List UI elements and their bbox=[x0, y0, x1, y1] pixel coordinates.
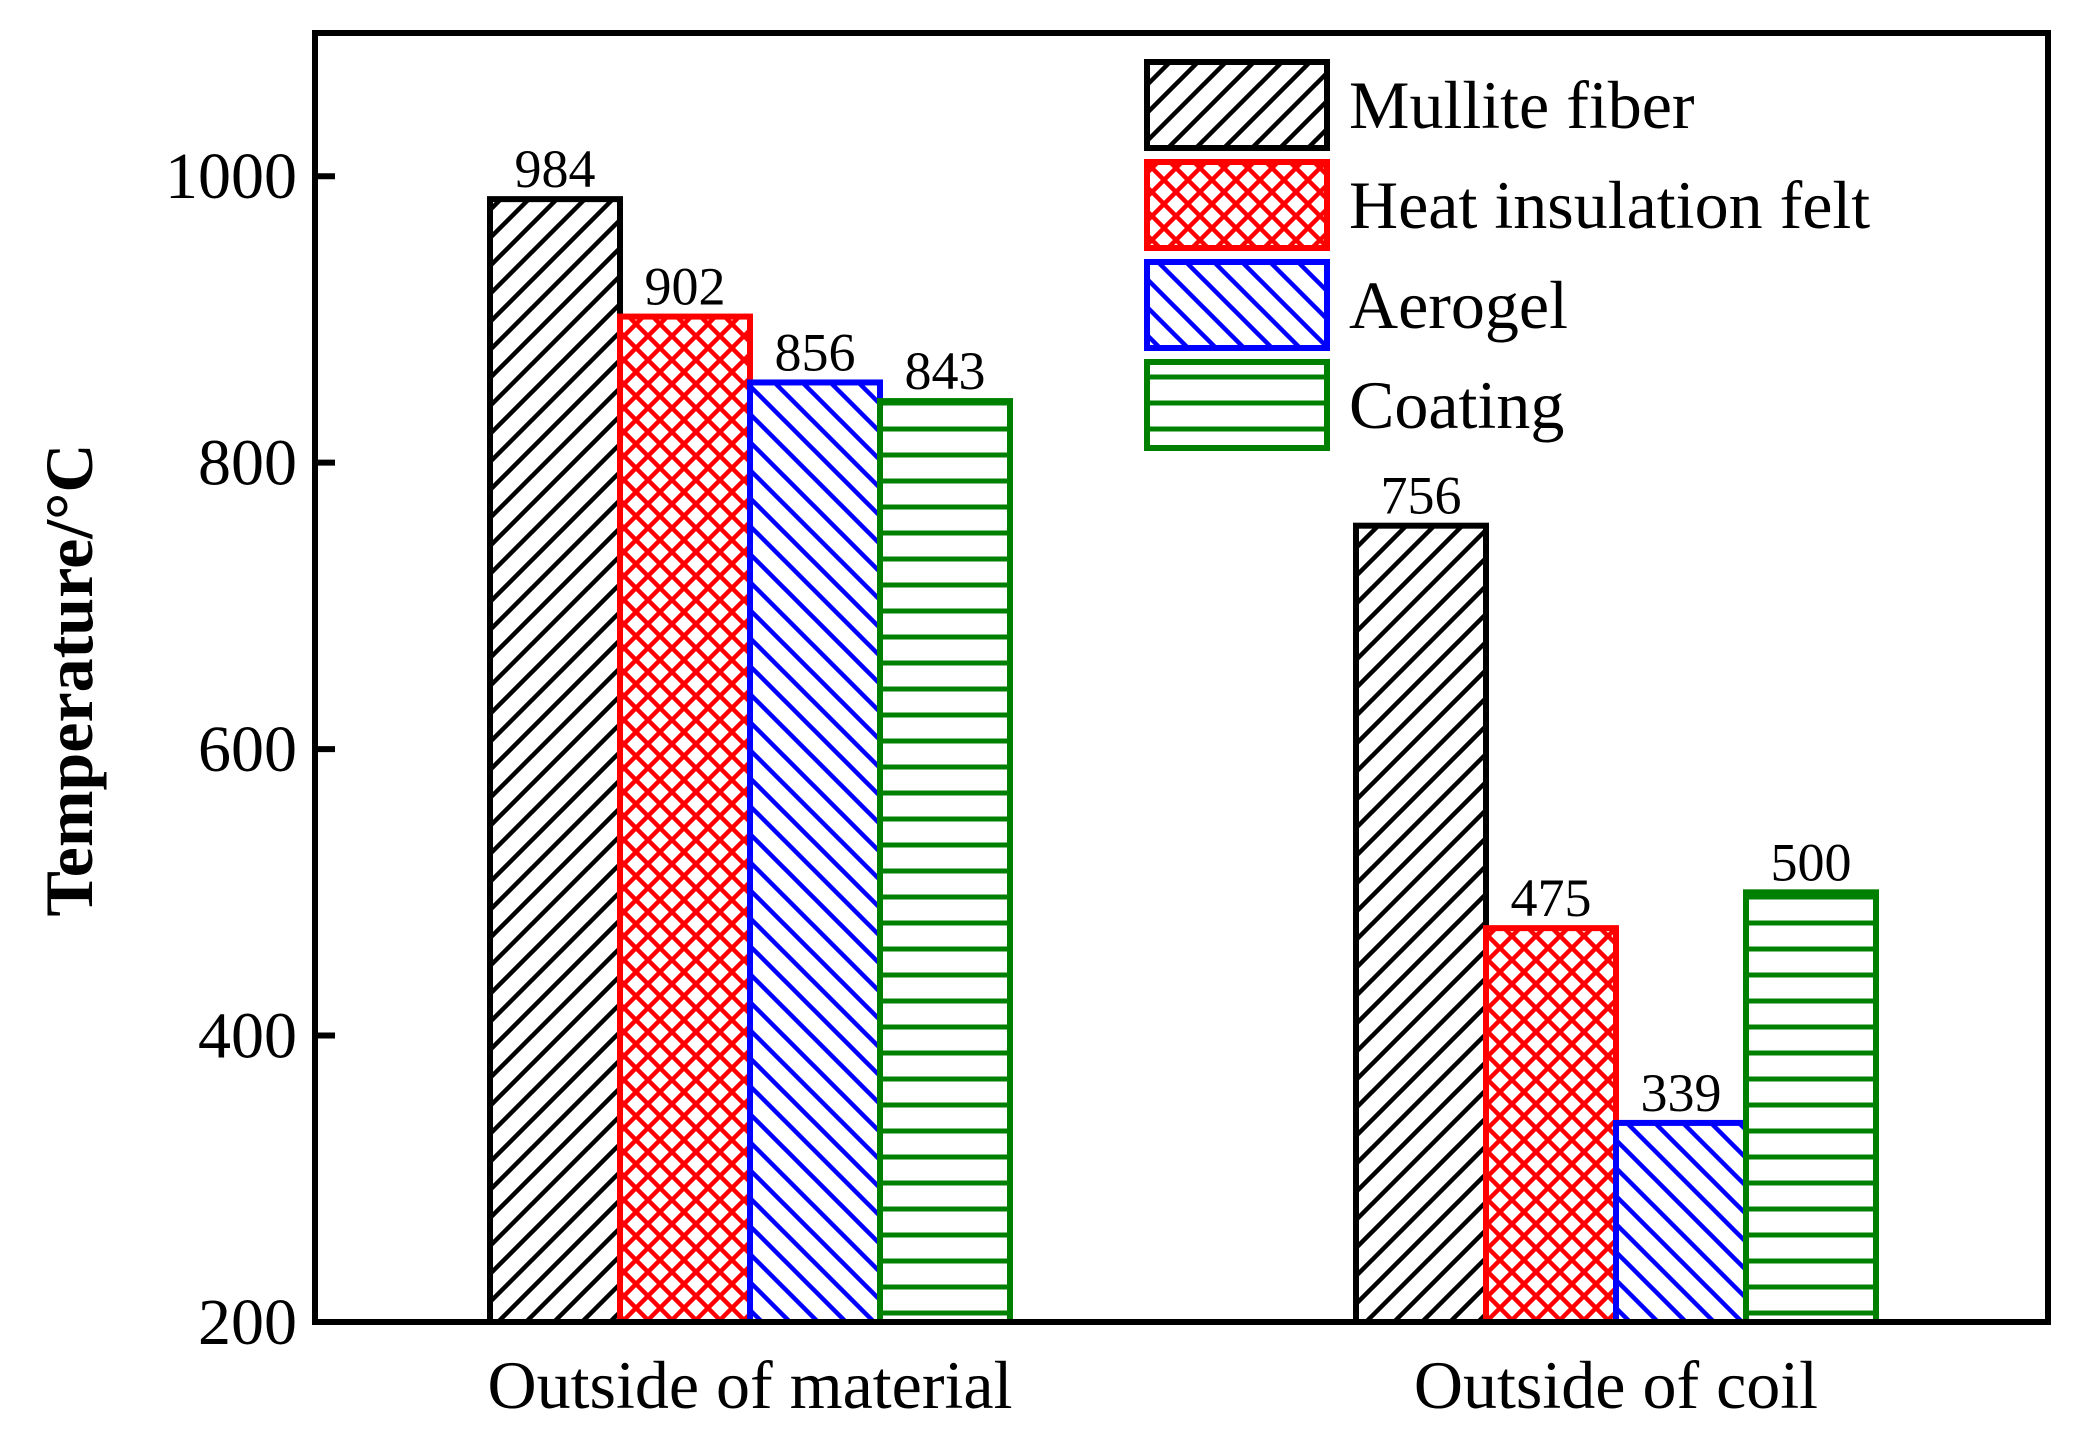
data-label-1-1: 475 bbox=[1511, 868, 1592, 928]
legend-swatch-1 bbox=[1144, 159, 1330, 251]
x-category-label-1: Outside of coil bbox=[1414, 1347, 1818, 1423]
data-label-0-2: 856 bbox=[775, 322, 856, 382]
legend: Mullite fiber Heat insulation felt Aerogel… bbox=[1144, 59, 1870, 451]
bars-layer bbox=[487, 196, 1879, 1326]
y-tick-label-2: 600 bbox=[198, 713, 297, 786]
bar-0-1 bbox=[617, 313, 753, 1325]
data-label-1-0: 756 bbox=[1381, 466, 1462, 526]
y-axis-title: Temperature/°C bbox=[31, 444, 107, 917]
y-tick-label-3: 800 bbox=[198, 427, 297, 500]
x-category-label-0: Outside of material bbox=[488, 1347, 1013, 1423]
data-label-1-2: 339 bbox=[1641, 1063, 1722, 1123]
data-label-0-3: 843 bbox=[905, 341, 986, 401]
legend-label-2: Aerogel bbox=[1349, 267, 1568, 343]
legend-swatch-3 bbox=[1144, 359, 1330, 451]
bar-1-3 bbox=[1743, 889, 1879, 1325]
legend-label-3: Coating bbox=[1349, 367, 1564, 443]
legend-swatch-2 bbox=[1144, 259, 1330, 351]
data-label-0-0: 984 bbox=[515, 139, 596, 199]
y-tick-label-4: 1000 bbox=[165, 140, 297, 213]
legend-label-1: Heat insulation felt bbox=[1349, 167, 1870, 243]
legend-swatch-0 bbox=[1144, 59, 1330, 151]
data-label-0-1: 902 bbox=[645, 257, 726, 317]
bar-0-3 bbox=[877, 398, 1013, 1325]
bar-1-0 bbox=[1353, 522, 1489, 1325]
axes-layer: 200 400 600 800 1000 Outside of material Outsi… bbox=[165, 30, 2051, 1423]
bar-0-0 bbox=[487, 196, 623, 1325]
bar-0-2 bbox=[747, 379, 883, 1325]
data-labels-layer: 984 902 856 843 756 475 339 500 bbox=[515, 139, 1852, 1123]
data-label-1-3: 500 bbox=[1771, 832, 1852, 892]
legend-label-0: Mullite fiber bbox=[1349, 67, 1695, 143]
y-tick-label-1: 400 bbox=[198, 1000, 297, 1073]
bar-1-1 bbox=[1483, 925, 1619, 1326]
y-tick-label-0: 200 bbox=[198, 1286, 297, 1359]
bar-1-2 bbox=[1613, 1119, 1749, 1326]
plot-frame bbox=[312, 30, 2051, 1325]
